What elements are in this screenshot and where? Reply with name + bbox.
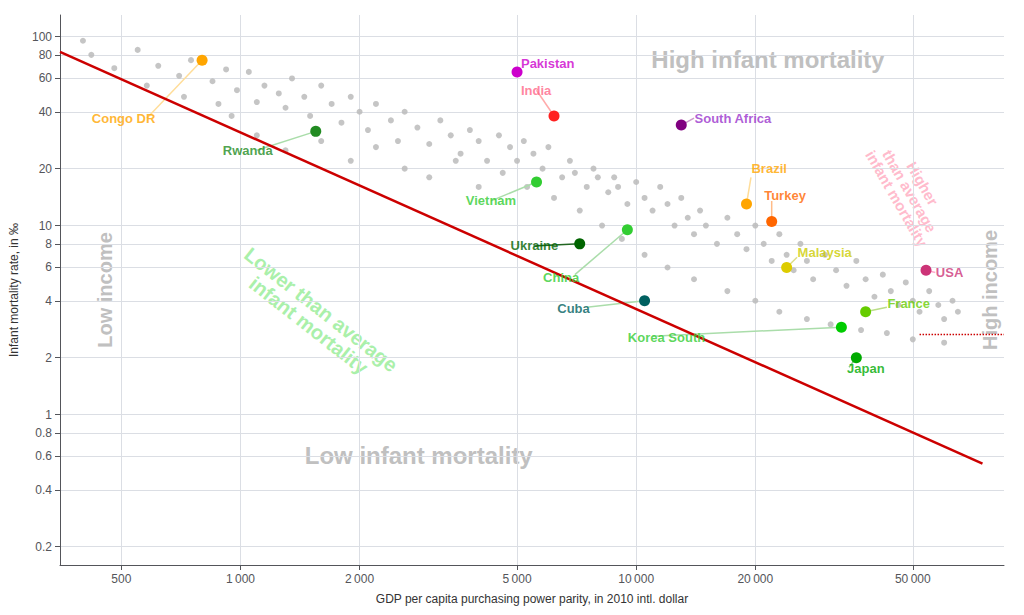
svg-text:60: 60 bbox=[39, 71, 53, 85]
svg-text:Turkey: Turkey bbox=[764, 188, 806, 203]
svg-text:5 000: 5 000 bbox=[502, 572, 531, 586]
svg-text:Higher: Higher bbox=[903, 158, 942, 209]
svg-text:India: India bbox=[521, 83, 552, 98]
svg-text:1 000: 1 000 bbox=[226, 572, 255, 586]
svg-text:South Africa: South Africa bbox=[695, 111, 773, 126]
svg-text:High infant mortality: High infant mortality bbox=[651, 46, 885, 73]
svg-text:8: 8 bbox=[45, 237, 52, 251]
svg-text:GDP per capita purchasing powe: GDP per capita purchasing power parity, … bbox=[376, 592, 688, 606]
svg-text:Infant mortality rate, in ‰: Infant mortality rate, in ‰ bbox=[7, 223, 21, 357]
svg-text:0.6: 0.6 bbox=[35, 449, 52, 463]
svg-text:High income: High income bbox=[979, 230, 1001, 350]
svg-text:0.2: 0.2 bbox=[35, 540, 52, 554]
svg-text:Malaysia: Malaysia bbox=[798, 245, 853, 260]
svg-text:Low income: Low income bbox=[94, 232, 116, 348]
svg-text:Low infant mortality: Low infant mortality bbox=[305, 442, 534, 469]
svg-text:China: China bbox=[543, 270, 580, 285]
svg-text:2 000: 2 000 bbox=[345, 572, 374, 586]
svg-text:Cuba: Cuba bbox=[557, 301, 590, 316]
svg-text:Pakistan: Pakistan bbox=[521, 56, 575, 71]
svg-text:Ukraine: Ukraine bbox=[511, 238, 559, 253]
svg-text:infant mortality: infant mortality bbox=[245, 272, 373, 379]
svg-text:than average: than average bbox=[879, 146, 941, 236]
svg-text:Korea South: Korea South bbox=[628, 330, 705, 345]
svg-text:Japan: Japan bbox=[847, 361, 885, 376]
svg-text:40: 40 bbox=[39, 105, 53, 119]
svg-text:0.4: 0.4 bbox=[35, 483, 52, 497]
svg-text:50 000: 50 000 bbox=[895, 572, 931, 586]
svg-text:Lower than average: Lower than average bbox=[240, 243, 402, 376]
svg-text:10 000: 10 000 bbox=[618, 572, 654, 586]
svg-text:Brazil: Brazil bbox=[751, 161, 786, 176]
svg-text:2: 2 bbox=[45, 351, 52, 365]
svg-text:Congo DR: Congo DR bbox=[92, 111, 156, 126]
svg-text:Vietnam: Vietnam bbox=[466, 193, 516, 208]
svg-text:20 000: 20 000 bbox=[737, 572, 773, 586]
svg-text:infant mortality: infant mortality bbox=[862, 147, 931, 250]
svg-text:Rwanda: Rwanda bbox=[223, 143, 274, 158]
svg-text:France: France bbox=[887, 296, 930, 311]
svg-text:20: 20 bbox=[39, 162, 53, 176]
svg-text:100: 100 bbox=[32, 30, 52, 44]
svg-text:0.8: 0.8 bbox=[35, 426, 52, 440]
svg-text:USA: USA bbox=[936, 265, 964, 280]
svg-text:80: 80 bbox=[39, 48, 53, 62]
svg-text:500: 500 bbox=[111, 572, 131, 586]
svg-text:10: 10 bbox=[39, 219, 53, 233]
svg-text:1: 1 bbox=[45, 408, 52, 422]
svg-text:6: 6 bbox=[45, 260, 52, 274]
svg-text:4: 4 bbox=[45, 294, 52, 308]
